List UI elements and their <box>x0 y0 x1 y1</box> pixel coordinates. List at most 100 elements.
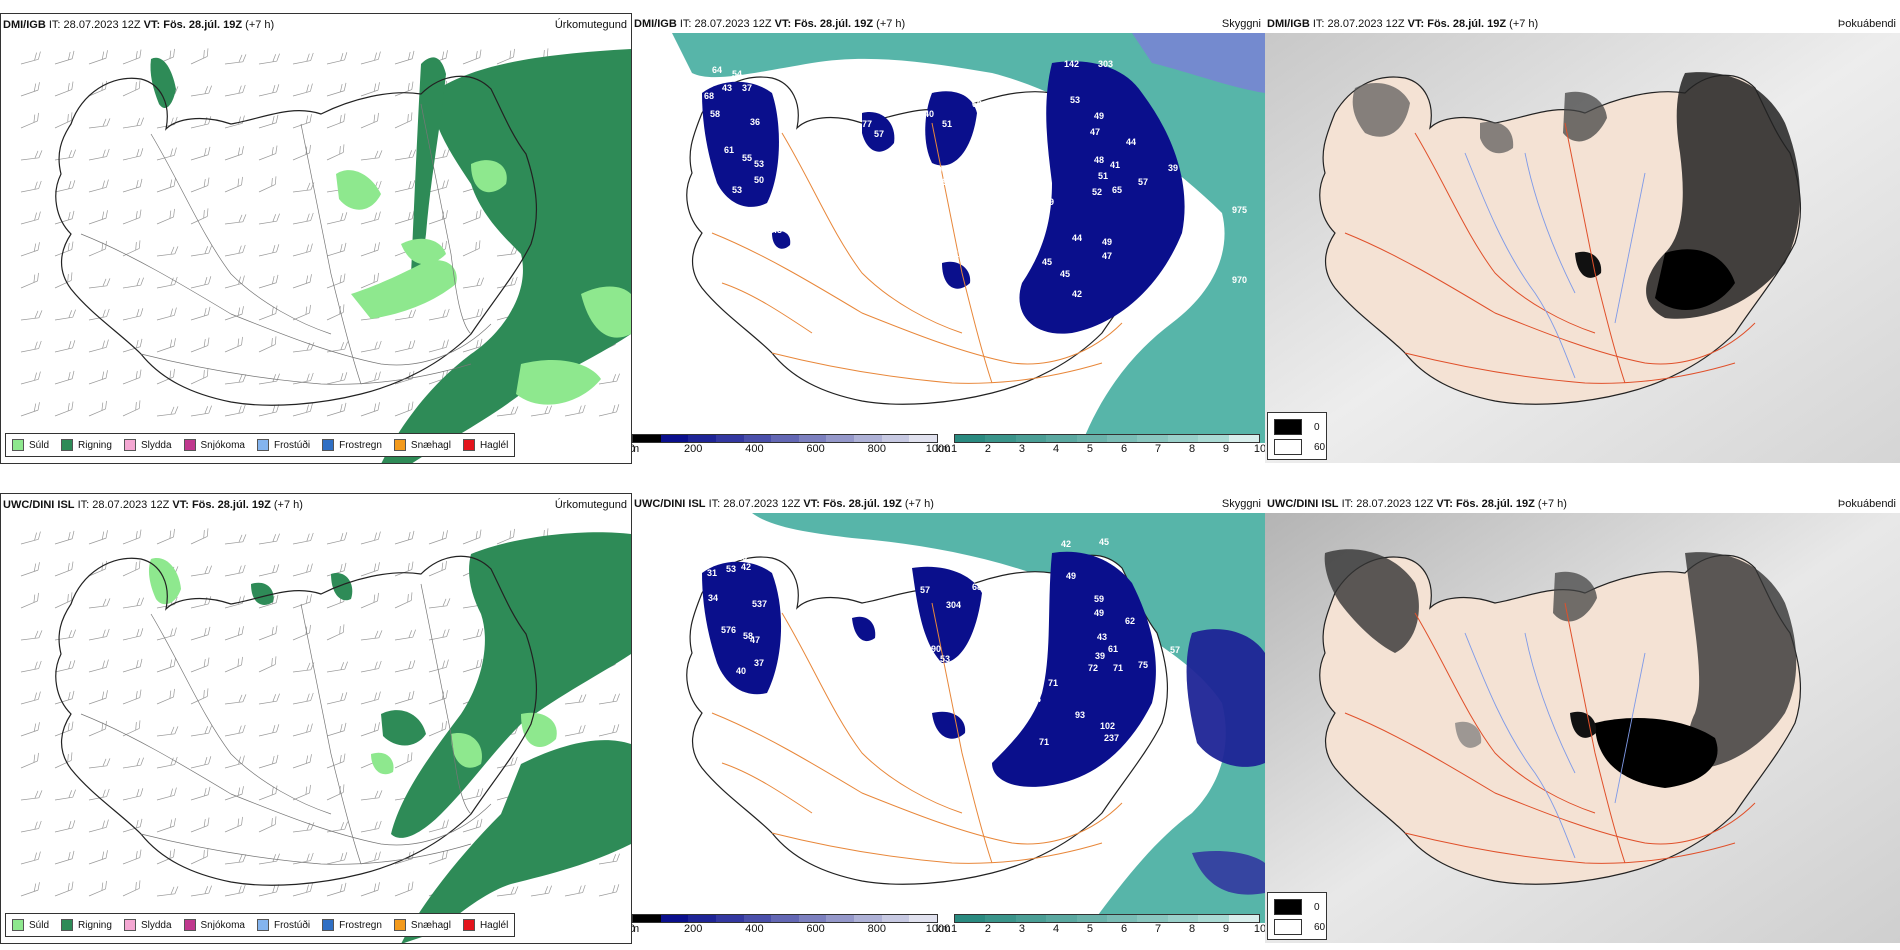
wind-barb <box>20 592 39 609</box>
wind-barb <box>496 406 519 417</box>
roads <box>711 602 1123 864</box>
vt-value: Fös. 28.júl. 19Z <box>191 499 271 511</box>
it-label: IT: <box>1341 498 1354 510</box>
wind-barb <box>156 147 177 161</box>
rivers <box>1464 632 1646 859</box>
wind-barb <box>190 146 211 161</box>
colorbar-cell <box>660 435 689 442</box>
scale-tick-label: 600 <box>806 923 825 935</box>
colorbar-cell <box>985 915 1016 922</box>
wind-barb <box>190 848 209 865</box>
iceland-land <box>1319 74 1802 405</box>
wind-barb <box>326 692 348 705</box>
panel-title: Skyggni <box>1221 18 1261 30</box>
visibility-value-label: 51 <box>1098 171 1108 181</box>
wind-barb <box>190 565 212 577</box>
wind-barb <box>156 658 176 673</box>
colorbar-cell <box>771 915 799 922</box>
scale-tick-label: 5 <box>1086 443 1094 455</box>
visibility-value-label: 37 <box>754 658 764 668</box>
vt-label: VT: <box>172 499 189 511</box>
precip-type-panel-uwc: UWC/DINI ISL IT: 28.07.2023 12Z VT: Fös.… <box>0 493 632 944</box>
wind-barb <box>258 53 280 65</box>
wind-barb <box>190 626 211 641</box>
wind-barb <box>88 758 111 769</box>
wind-barb <box>292 784 311 801</box>
wind-barb <box>156 627 177 641</box>
panel-title: Úrkomutegund <box>554 499 627 511</box>
visibility-value-label: 47 <box>1102 251 1112 261</box>
wind-barb <box>190 208 209 225</box>
roads <box>711 122 1123 384</box>
wind-barb <box>394 881 414 897</box>
wind-barb <box>326 624 345 641</box>
wind-barb <box>326 212 348 225</box>
wind-barb <box>122 148 144 161</box>
wind-barb <box>190 405 212 417</box>
wind-barb <box>258 533 280 545</box>
visibility-value-label: 39 <box>1168 163 1178 173</box>
wind-barb <box>428 560 447 577</box>
fog-legend: 0 60 <box>1267 892 1327 940</box>
scale-tick-label: 10 <box>1253 923 1265 935</box>
visibility-value-label: 57 <box>1170 645 1180 655</box>
wind-barb <box>428 179 449 193</box>
wind-barb <box>122 720 141 737</box>
wind-barb <box>292 662 315 673</box>
wind-barb <box>258 625 278 641</box>
visibility-value-label: 68 <box>704 91 714 101</box>
colorbar-cell <box>633 435 661 442</box>
wind-barb <box>564 724 586 737</box>
visibility-value-label: 975 <box>1232 205 1247 215</box>
model-name: UWC/DINI ISL <box>634 498 706 510</box>
colorbar-cell <box>854 435 882 442</box>
wind-barb <box>258 564 280 577</box>
it-label: IT: <box>1312 18 1325 30</box>
wind-barb <box>88 690 108 705</box>
colorbar-cell <box>688 915 716 922</box>
wind-barb <box>122 209 142 225</box>
wind-barb <box>224 786 244 801</box>
scale-tick-label: 600 <box>806 443 825 455</box>
wind-barb <box>54 112 73 129</box>
wind-barb <box>122 818 143 833</box>
wind-barb <box>156 818 176 833</box>
wind-barb <box>88 880 107 897</box>
wind-barb <box>258 373 280 385</box>
wind-barb <box>190 368 209 385</box>
visibility-value-label: 52 <box>1092 187 1102 197</box>
wind-barb <box>20 51 41 65</box>
wind-barb <box>88 308 110 321</box>
wind-barb <box>326 341 348 353</box>
scale-tick-label: 0 <box>632 923 635 935</box>
model-name: DMI/IGB <box>3 19 46 31</box>
visibility-value-label: 50 <box>869 581 879 591</box>
visibility-value-label: 55 <box>742 153 752 163</box>
wind-barb <box>54 272 73 289</box>
vt-label: VT: <box>1436 498 1453 510</box>
wind-barb <box>224 724 246 737</box>
wind-barb <box>360 592 379 609</box>
legend-item-haglel: Haglél <box>462 439 508 451</box>
wind-barb <box>54 660 76 673</box>
panel-title: Þokuábendi <box>1837 18 1896 30</box>
wind-barb <box>428 819 449 833</box>
wind-barb <box>54 340 76 353</box>
lead-time: (+7 h) <box>1537 498 1567 510</box>
visibility-scale: 1 2 3 4 5 6 7 8 9 10 km <box>936 434 1265 460</box>
visibility-scale: 1 2 3 4 5 6 7 8 9 10 km <box>936 914 1265 940</box>
wind-barb <box>564 404 586 417</box>
wind-barb <box>224 564 246 577</box>
rain-areas <box>150 49 631 463</box>
fog-legend-item-min: 0 <box>1274 419 1320 435</box>
wind-barb <box>54 850 75 865</box>
wind-barb <box>88 788 110 801</box>
wind-barb <box>462 658 483 673</box>
visibility-value-label: 53 <box>726 564 736 574</box>
visibility-value-label: 237 <box>1104 733 1119 743</box>
visibility-ticks: 1 2 3 4 5 6 7 8 9 10 <box>951 923 1265 937</box>
visibility-value-label: 72 <box>1088 663 1098 673</box>
panel-header: UWC/DINI ISL IT: 28.07.2023 12Z VT: Fös.… <box>3 496 627 514</box>
